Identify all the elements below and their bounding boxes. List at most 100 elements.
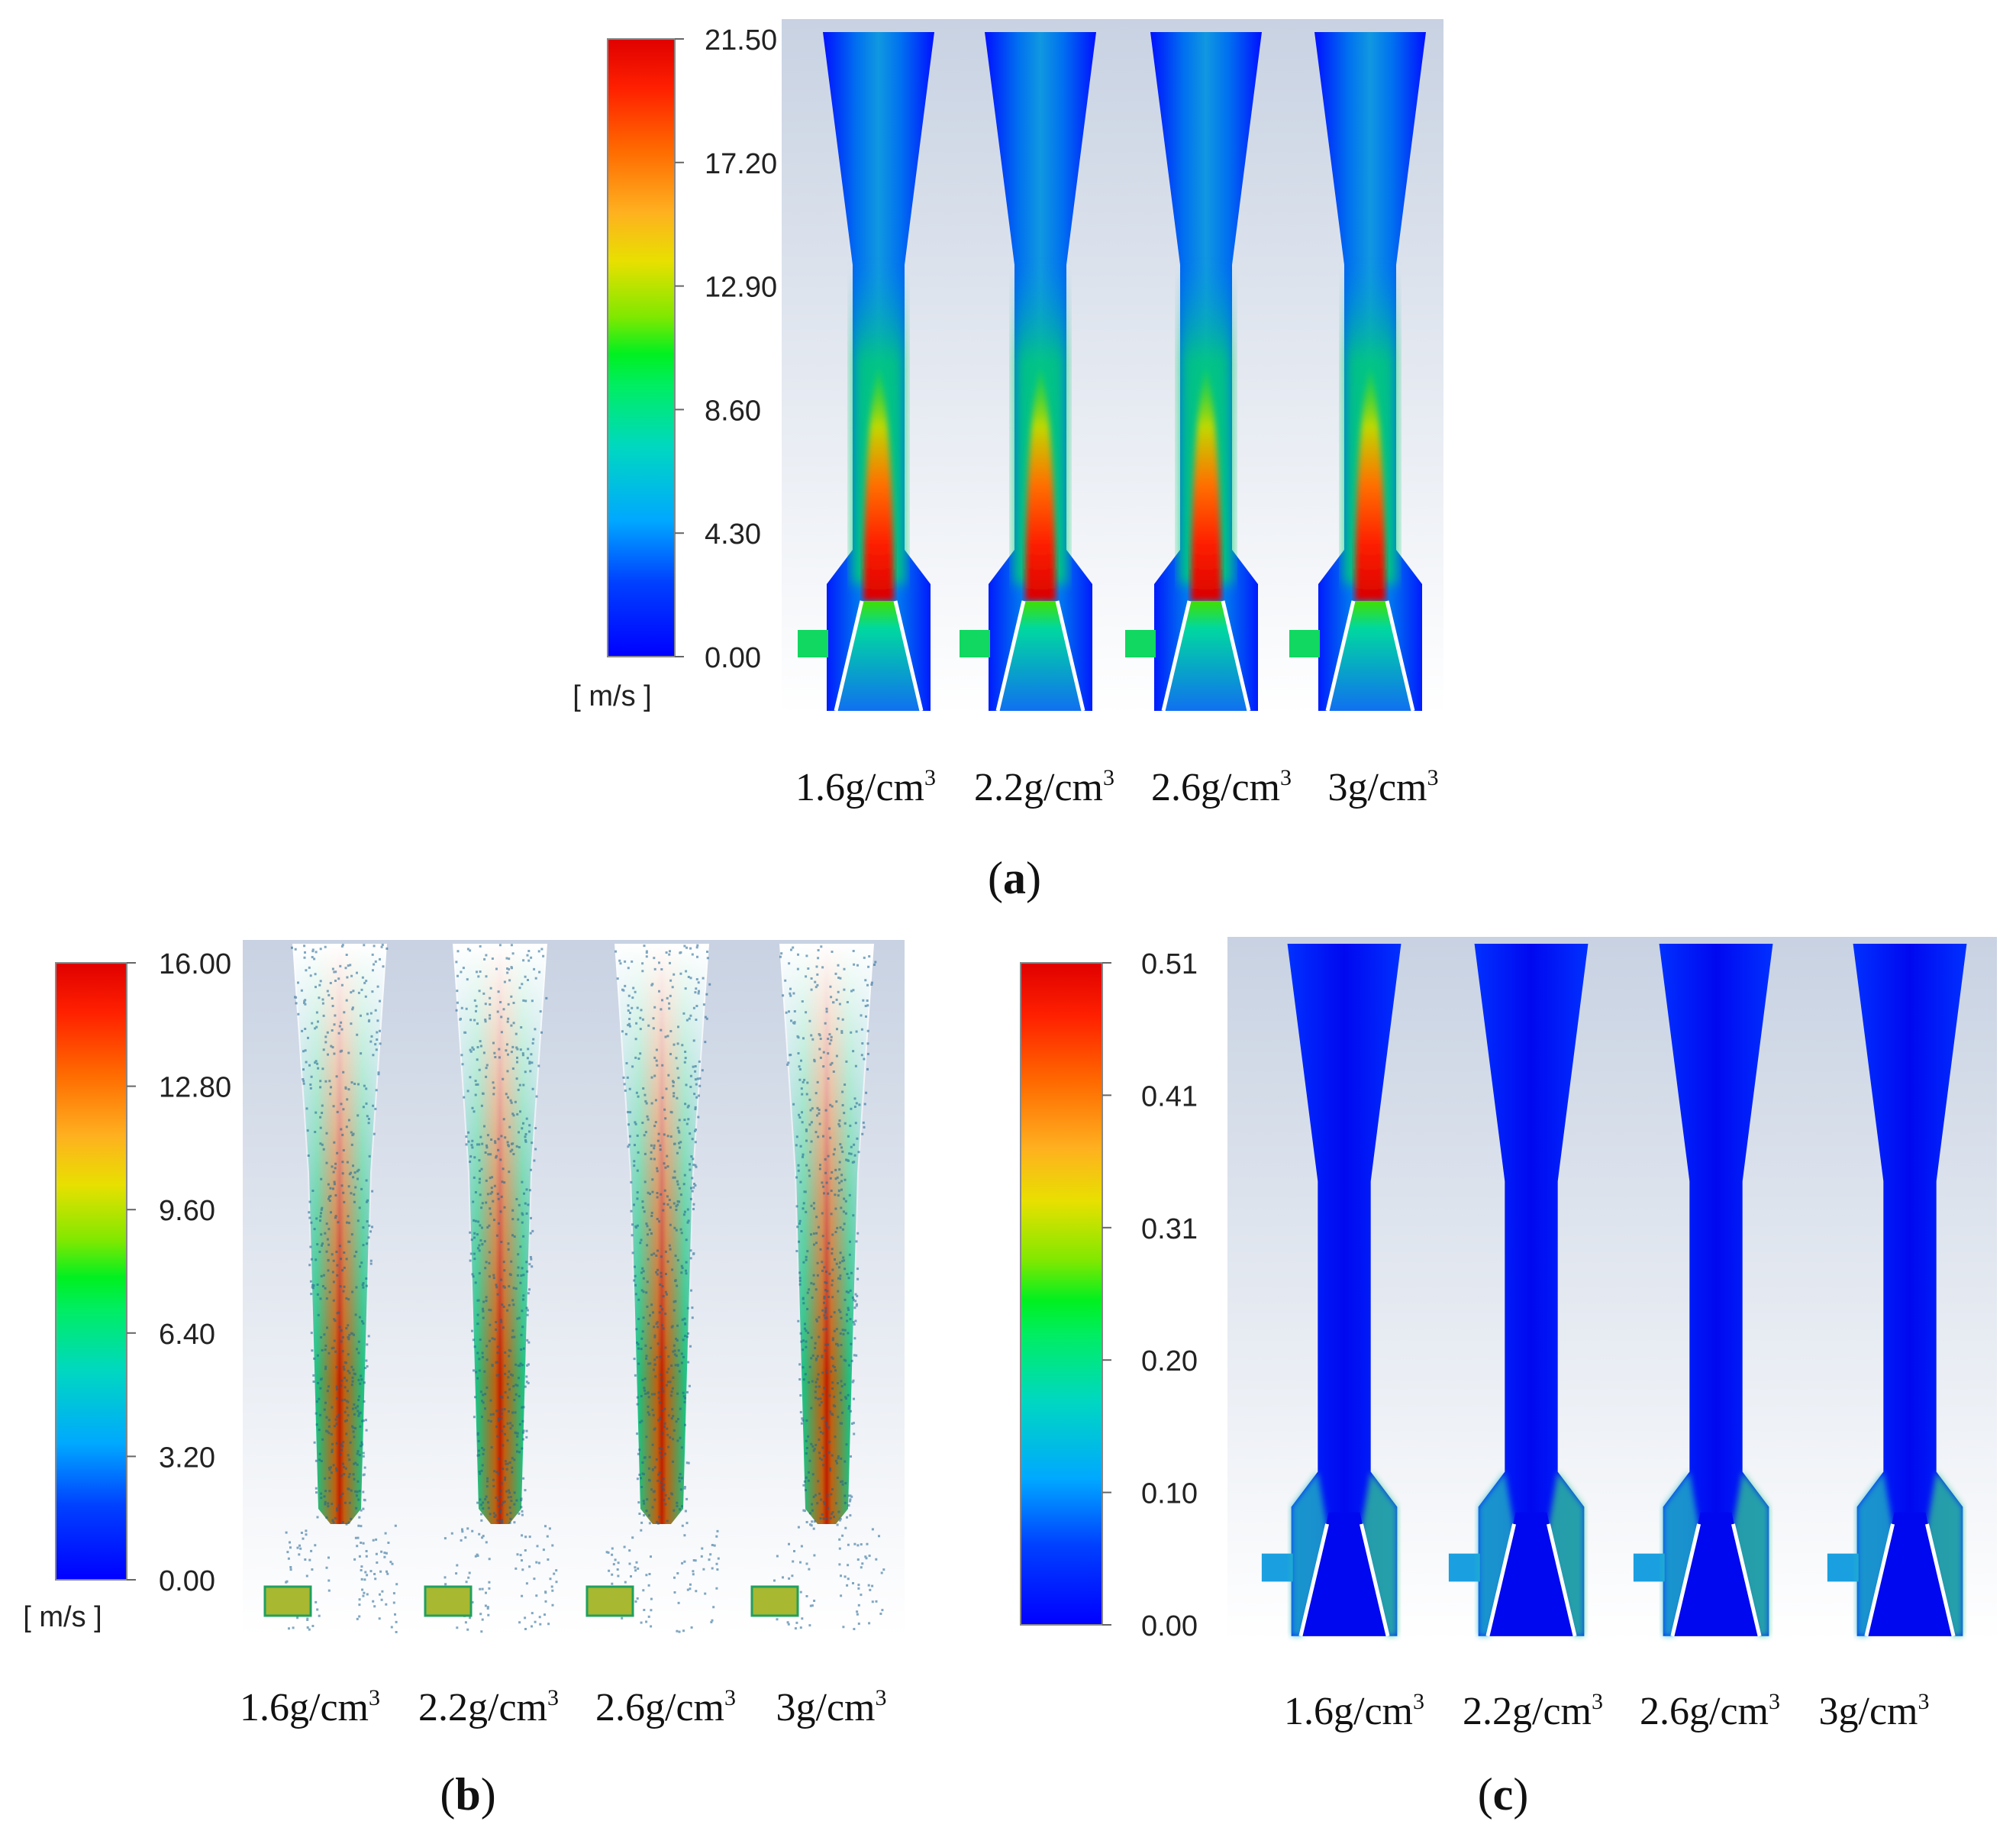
panel-label-a: (a) [988,853,1041,903]
cone-wall [1325,600,1415,712]
colorbar-tick-label: 3.20 [159,1442,215,1474]
density-labels-b: 1.6g/cm3 2.2g/cm3 2.6g/cm3 3g/cm3 [240,1685,886,1729]
density-label: 3g/cm3 [1328,765,1439,809]
nozzle-contours-c [1261,944,1967,1637]
particle-sprays-b [263,944,885,1633]
nozzle [798,32,934,712]
density-labels-c: 1.6g/cm3 2.2g/cm3 2.6g/cm3 3g/cm3 [1284,1689,1929,1733]
colorbar-a [607,38,676,657]
chamber-fraction-left [1478,1471,1516,1636]
spray-fade [292,944,387,1524]
nozzle [1289,32,1426,712]
colorbar-tick-label: 9.60 [159,1195,215,1227]
side-inlet [1125,630,1156,657]
high-velocity-jet [1025,368,1056,601]
nozzle-body [1659,944,1773,1636]
high-velocity-jet [863,368,894,601]
spray-fade [453,944,547,1524]
chamber-fraction-right [1925,1471,1963,1636]
colorbar-tick-label: 6.40 [159,1319,215,1351]
inlet-particles [263,1585,312,1617]
colorbar-ticks-b: 16.00 12.80 9.60 6.40 3.20 0.00 [127,948,231,1597]
density-label: 2.6g/cm3 [595,1685,736,1729]
density-labels-a: 1.6g/cm3 2.2g/cm3 2.6g/cm3 3g/cm3 [795,765,1438,809]
density-label: 2.6g/cm3 [1151,765,1292,809]
colorbar-tick-label: 0.51 [1141,948,1198,980]
side-inlet [798,630,828,657]
density-label: 2.2g/cm3 [418,1685,559,1729]
cone-wall [995,600,1085,712]
colorbar-tick-label: 12.80 [159,1072,231,1104]
colorbar-tick-label: 4.30 [705,518,761,551]
nozzle-body [1287,944,1402,1636]
nozzle-body [1474,944,1589,1636]
colorbar-tick-label: 21.50 [705,24,777,57]
particle-spray [750,944,885,1630]
panel-b: 16.00 12.80 9.60 6.40 3.20 0.00 [ m/s ] 1.6g/… [23,940,905,1820]
colorbar-tick-label: 12.90 [705,272,777,304]
nozzle-contours-a [798,32,1426,712]
density-label: 1.6g/cm3 [240,1685,380,1729]
particle-dots [285,944,398,1633]
nozzle-cone-flow [999,601,1082,711]
spray-fade [614,944,709,1524]
panel-label-b: (b) [440,1769,495,1820]
nozzle-cone-flow [1165,601,1247,711]
inlet-particles [750,1585,799,1617]
chamber-fraction-right [1360,1471,1398,1636]
cone-wall [1485,1523,1577,1637]
colorbar-c [1020,962,1103,1626]
nozzle-cone-flow [837,601,920,711]
chamber-fraction-left [1663,1471,1701,1636]
cone-wall [1670,1523,1762,1637]
density-label: 1.6g/cm3 [795,765,936,809]
colorbar-tick-label: 0.41 [1141,1080,1198,1112]
colorbar-tick-label: 0.10 [1141,1478,1198,1510]
cone-wall [1298,1523,1390,1637]
side-inlet [1261,1553,1293,1582]
nozzle [1633,944,1773,1637]
nozzle [960,32,1096,712]
nozzle [1827,944,1967,1637]
nozzle-body [1853,944,1967,1636]
density-label: 3g/cm3 [1819,1689,1930,1733]
side-inlet [1633,1553,1665,1582]
unit-label-b: [ m/s ] [23,1601,102,1633]
high-velocity-jet [1355,368,1385,601]
panel-c: 0.51 0.41 0.31 0.20 0.10 0.00 1.6g/cm3 2.2g/cm… [1020,937,1997,1820]
particle-spray [424,944,558,1633]
particle-dots [770,945,885,1630]
cone-wall [834,600,924,712]
panel-label-c: (c) [1478,1769,1529,1820]
nozzle [1261,944,1402,1637]
chamber-fraction-left [1856,1471,1895,1636]
colorbar-tick-label: 0.00 [1141,1610,1198,1642]
colorbar-tick-label: 0.00 [705,642,761,674]
density-label: 2.2g/cm3 [974,765,1114,809]
inlet-particles [585,1585,634,1617]
chamber-fraction-left [1291,1471,1329,1636]
chamber-fraction-right [1731,1471,1769,1636]
particle-spray [263,944,398,1633]
nozzle-cone-flow [1329,601,1411,711]
density-label: 2.6g/cm3 [1640,1689,1780,1733]
nozzle [1125,32,1262,712]
colorbar-ticks-c: 0.51 0.41 0.31 0.20 0.10 0.00 [1102,948,1198,1642]
chamber-fraction-right [1547,1471,1585,1636]
particle-spray [585,944,720,1633]
side-inlet [1827,1553,1859,1582]
nozzle [1448,944,1589,1637]
density-label: 2.2g/cm3 [1463,1689,1603,1733]
colorbar-b [55,962,127,1581]
colorbar-tick-label: 0.20 [1141,1345,1198,1377]
unit-label-a: [ m/s ] [573,680,651,712]
side-inlet [1289,630,1320,657]
colorbar-tick-label: 8.60 [705,395,761,427]
high-velocity-jet [1191,368,1221,601]
colorbar-tick-label: 0.31 [1141,1213,1198,1245]
density-label: 3g/cm3 [776,1685,887,1729]
side-inlet [1448,1553,1480,1582]
colorbar-tick-label: 16.00 [159,948,231,980]
colorbar-tick-label: 17.20 [705,148,777,180]
